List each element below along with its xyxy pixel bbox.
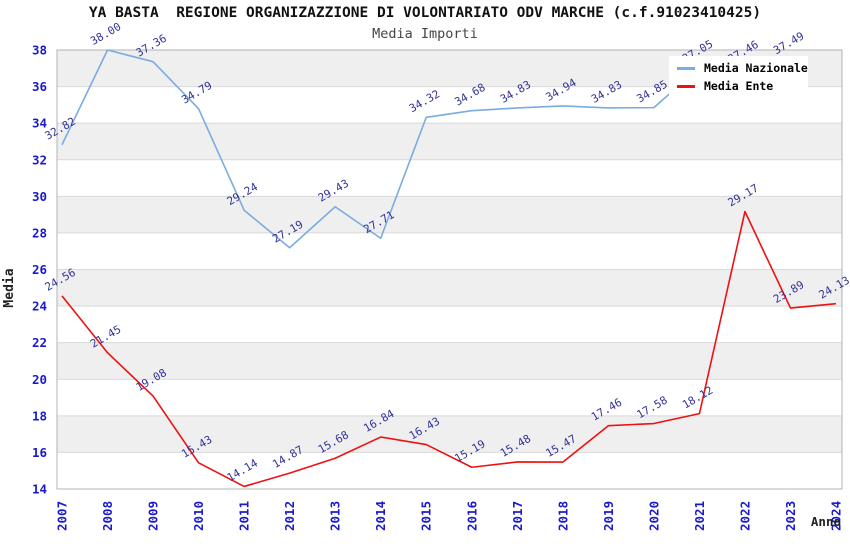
y-tick-label: 30 [32, 189, 47, 204]
x-tick-label: 2008 [100, 501, 115, 531]
y-tick-label: 26 [32, 262, 47, 277]
legend-label: Media Nazionale [704, 61, 808, 75]
x-tick-label: 2010 [191, 501, 206, 531]
y-tick-label: 22 [32, 335, 47, 350]
x-tick-label: 2024 [829, 501, 844, 531]
y-tick-label: 34 [32, 116, 47, 131]
x-tick-label: 2012 [282, 501, 297, 531]
y-tick-label: 14 [32, 482, 47, 497]
y-axis-title: Media [2, 268, 17, 307]
legend-item-media-ente: Media Ente [677, 79, 808, 93]
legend-line-swatch [677, 84, 695, 88]
y-tick-label: 36 [32, 79, 47, 94]
y-tick-label: 16 [32, 445, 47, 460]
x-tick-label: 2020 [646, 501, 661, 531]
x-tick-label: 2019 [601, 501, 616, 531]
y-tick-label: 32 [32, 152, 47, 167]
y-tick-label: 18 [32, 408, 47, 423]
plot-border [56, 49, 843, 490]
x-tick-label: 2017 [510, 501, 525, 531]
y-tick-label: 28 [32, 225, 47, 240]
data-point-label: 18.12 [680, 384, 715, 412]
grid-band [57, 196, 842, 233]
x-axis-title: Anno [811, 514, 841, 529]
x-tick-label: 2011 [237, 501, 252, 531]
data-point-label: 38.00 [88, 20, 123, 48]
y-tick-label: 24 [32, 299, 47, 314]
x-tick-label: 2022 [737, 501, 752, 531]
x-tick-label: 2016 [464, 501, 479, 531]
x-tick-label: 2013 [328, 501, 343, 531]
x-tick-label: 2021 [692, 501, 707, 531]
data-point-label: 14.14 [225, 456, 261, 484]
legend-box: Media Nazionale Media Ente [669, 56, 808, 98]
x-tick-label: 2007 [55, 501, 70, 531]
grid-band [57, 342, 842, 380]
x-tick-label: 2023 [783, 501, 798, 531]
x-tick-label: 2009 [146, 501, 161, 531]
grid-band [57, 123, 842, 160]
y-tick-label: 38 [32, 43, 47, 58]
x-tick-label: 2018 [555, 501, 570, 531]
series-line-media-ente [61, 210, 837, 488]
grid-band [57, 415, 842, 453]
x-tick-label: 2015 [419, 501, 434, 531]
legend-item-media-nazionale: Media Nazionale [677, 61, 808, 75]
legend-label: Media Ente [704, 79, 774, 93]
x-tick-label: 2014 [373, 501, 388, 531]
chart-title: YA BASTA REGIONE ORGANIZAZZIONE DI VOLON… [88, 5, 762, 21]
y-tick-label: 20 [32, 372, 47, 387]
legend-line-swatch [677, 66, 695, 70]
chart-subtitle: Media Importi [372, 26, 478, 42]
data-point-label: 34.32 [407, 87, 442, 115]
grid-band [57, 269, 842, 307]
